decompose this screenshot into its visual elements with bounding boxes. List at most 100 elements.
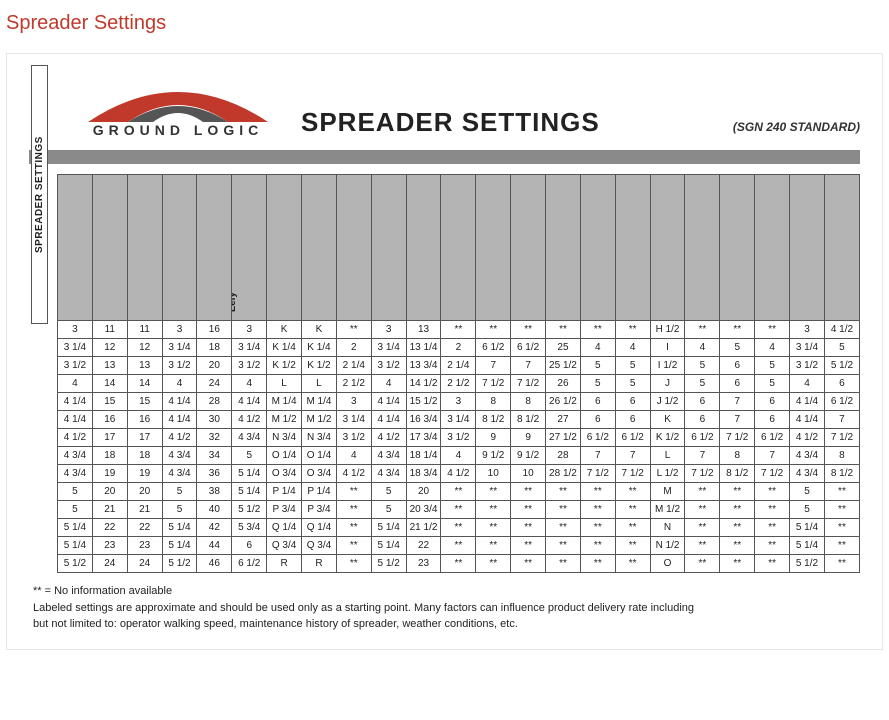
table-cell: 5 <box>790 483 825 501</box>
table-wrap: SPREADER SETTINGS Ground LogicPermagreen… <box>29 174 860 573</box>
table-header-row: Ground LogicPermagreenLESCOLT RichVicon/… <box>58 175 860 321</box>
table-cell: 4 1/2 <box>232 411 267 429</box>
table-cell: 6 <box>580 393 615 411</box>
table-cell: K <box>650 411 685 429</box>
table-cell: ** <box>441 321 476 339</box>
column-header: Scott's AccuGreen 1000 <box>476 175 511 321</box>
table-cell: 3 <box>336 393 371 411</box>
table-cell: 5 <box>685 357 720 375</box>
table-cell: 5 1/4 <box>58 519 93 537</box>
table-cell: 18 3/4 <box>406 465 441 483</box>
table-cell: 24 <box>92 555 127 573</box>
table-cell: 5 <box>162 483 197 501</box>
doc-subtitle: (SGN 240 STANDARD) <box>733 120 860 138</box>
column-header: Craftsman <box>336 175 371 321</box>
table-cell: 4 3/4 <box>162 447 197 465</box>
table-cell: N 1/2 <box>650 537 685 555</box>
table-cell: N 3/4 <box>302 429 337 447</box>
table-cell: 6 1/2 <box>615 429 650 447</box>
table-cell: 46 <box>197 555 232 573</box>
table-cell: 3 1/4 <box>336 411 371 429</box>
table-cell: 20 <box>406 483 441 501</box>
table-cell: 5 1/2 <box>58 555 93 573</box>
table-cell: 42 <box>197 519 232 537</box>
table-cell: 4 1/4 <box>371 393 406 411</box>
table-cell: K 1/2 <box>650 429 685 447</box>
table-cell: 23 <box>127 537 162 555</box>
table-cell: 3 1/4 <box>790 339 825 357</box>
table-cell: 4 1/4 <box>58 393 93 411</box>
table-cell: ** <box>511 321 546 339</box>
table-cell: ** <box>546 537 581 555</box>
table-cell: 21 <box>92 501 127 519</box>
table-cell: P 1/4 <box>267 483 302 501</box>
table-cell: 36 <box>197 465 232 483</box>
table-cell: 6 <box>755 411 790 429</box>
table-cell: ** <box>824 537 859 555</box>
table-cell: ** <box>511 483 546 501</box>
column-header: Anderson's SR-2000 <box>302 175 337 321</box>
table-cell: ** <box>546 555 581 573</box>
table-cell: 9 <box>511 429 546 447</box>
table-cell: M <box>650 483 685 501</box>
table-cell: 24 <box>127 555 162 573</box>
table-cell: R <box>267 555 302 573</box>
table-cell: 4 3/4 <box>58 447 93 465</box>
table-cell: 5 <box>162 501 197 519</box>
table-cell: L <box>267 375 302 393</box>
table-cell: 6 1/2 <box>232 555 267 573</box>
table-cell: 4 <box>755 339 790 357</box>
table-cell: M 1/2 <box>302 411 337 429</box>
table-cell: 24 <box>197 375 232 393</box>
table-cell: 5 1/4 <box>371 519 406 537</box>
table-cell: 7 1/2 <box>685 465 720 483</box>
table-cell: 7 1/2 <box>755 465 790 483</box>
table-cell: 28 <box>197 393 232 411</box>
table-cell: 5 <box>371 501 406 519</box>
column-header: Ground Logic <box>58 175 93 321</box>
table-cell: 22 <box>406 537 441 555</box>
table-cell: 5 <box>615 357 650 375</box>
table-cell: 40 <box>197 501 232 519</box>
column-header: Scott's Easy Green <box>546 175 581 321</box>
table-cell: 5 <box>232 447 267 465</box>
table-cell: 5 1/4 <box>371 537 406 555</box>
table-cell: 16 3/4 <box>406 411 441 429</box>
table-cell: 4 1/4 <box>232 393 267 411</box>
table-cell: 5 <box>580 357 615 375</box>
table-cell: Q 3/4 <box>302 537 337 555</box>
table-cell: 4 1/2 <box>58 429 93 447</box>
table-cell: 4 1/4 <box>162 393 197 411</box>
table-cell: 7 1/2 <box>615 465 650 483</box>
table-cell: 4 1/2 <box>790 429 825 447</box>
table-cell: L <box>302 375 337 393</box>
table-cell: 4 1/2 <box>336 465 371 483</box>
table-cell: 6 1/2 <box>685 429 720 447</box>
table-cell: 6 <box>720 357 755 375</box>
table-cell: Q 1/4 <box>267 519 302 537</box>
column-header: Lely <box>232 175 267 321</box>
table-cell: 2 1/4 <box>441 357 476 375</box>
table-cell: ** <box>476 555 511 573</box>
footnote-line: but not limited to: operator walking spe… <box>33 616 856 633</box>
column-label: Lely <box>232 292 238 314</box>
table-cell: ** <box>511 501 546 519</box>
table-cell: M 1/4 <box>267 393 302 411</box>
side-label: SPREADER SETTINGS <box>31 65 48 324</box>
table-cell: 27 <box>546 411 581 429</box>
table-cell: 4 3/4 <box>371 447 406 465</box>
table-cell: 8 1/2 <box>720 465 755 483</box>
table-cell: J 1/2 <box>650 393 685 411</box>
table-cell: 3 <box>441 393 476 411</box>
table-cell: 6 <box>580 411 615 429</box>
table-cell: 20 <box>92 483 127 501</box>
table-cell: 3 <box>371 321 406 339</box>
table-cell: 8 1/2 <box>511 411 546 429</box>
table-cell: ** <box>685 321 720 339</box>
table-cell: ** <box>755 501 790 519</box>
table-cell: 4 3/4 <box>162 465 197 483</box>
table-cell: 3 1/4 <box>371 339 406 357</box>
table-cell: ** <box>476 501 511 519</box>
table-cell: 8 <box>824 447 859 465</box>
table-cell: J <box>650 375 685 393</box>
